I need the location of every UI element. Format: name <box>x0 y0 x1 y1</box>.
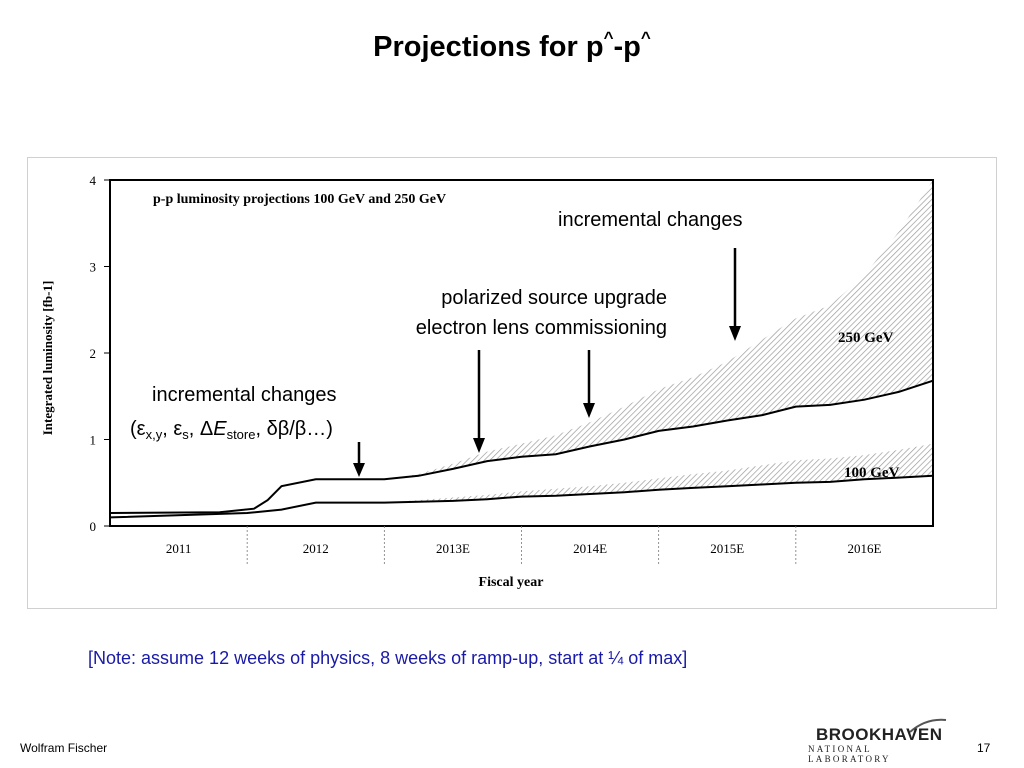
axis-layer: 0 1 2 3 4 2011 2012 2013E 2014E 2015E 2016E <box>90 173 881 564</box>
slide-title: Projections for p^-p^ <box>0 28 1024 64</box>
title-main: Projections for p <box>373 31 604 63</box>
x-tick-label: 2011 <box>166 541 192 556</box>
y-tick-label: 2 <box>90 346 97 361</box>
chart-title: p-p luminosity projections 100 GeV and 2… <box>153 192 446 207</box>
x-tick-label: 2015E <box>710 541 744 556</box>
x-tick-label: 2012 <box>303 541 329 556</box>
annotation-left-line2: (εx,y, εs, ΔEstore, δβ/β…) <box>130 418 333 442</box>
figure-frame: 0 1 2 3 4 2011 2012 2013E 2014E 2015E 2016E p-p lu… <box>27 157 997 609</box>
title-hat-2: ^ <box>640 28 651 47</box>
annotation-mid-line2: electron lens commissioning <box>416 317 667 339</box>
arrow-mid-left-head <box>473 438 485 453</box>
author-name: Wolfram Fischer <box>20 741 108 755</box>
series-line-250-gev <box>109 379 934 514</box>
y-tick-label: 1 <box>90 433 97 448</box>
x-tick-label: 2014E <box>573 541 607 556</box>
luminosity-chart: 0 1 2 3 4 2011 2012 2013E 2014E 2015E 2016E p-p lu… <box>40 173 934 590</box>
logo-sub-text: NATIONAL LABORATORY <box>808 744 891 764</box>
annotation-top-right: incremental changes <box>558 209 743 231</box>
band-label-100: 100 GeV <box>844 465 900 481</box>
band-layer <box>384 180 933 503</box>
arrow-left-head <box>353 463 365 477</box>
logo-main-text: BROOKHAVEN <box>816 725 943 744</box>
title-dash: -p <box>613 31 641 63</box>
x-axis-label: Fiscal year <box>479 575 544 590</box>
assumption-note: [Note: assume 12 weeks of physics, 8 wee… <box>88 648 688 668</box>
x-tick-label: 2016E <box>847 541 881 556</box>
page-number: 17 <box>977 741 991 755</box>
title-hat-1: ^ <box>603 28 614 47</box>
arrow-mid-right-head <box>583 403 595 418</box>
arrow-top-right-head <box>729 326 741 341</box>
annotation-left-line1: incremental changes <box>152 384 337 406</box>
y-tick-label: 4 <box>90 173 97 188</box>
series-line-100-gev <box>109 474 934 519</box>
brookhaven-logo: BROOKHAVEN NATIONAL LABORATORY <box>808 716 958 764</box>
y-tick-label: 3 <box>90 260 97 275</box>
y-axis-label: Integrated luminosity [fb-1] <box>40 281 55 436</box>
band-250-gev <box>384 180 933 480</box>
annotation-mid-line1: polarized source upgrade <box>441 287 667 309</box>
y-tick-label: 0 <box>90 519 97 534</box>
band-label-250: 250 GeV <box>838 330 894 346</box>
logo-swoosh-icon <box>909 718 947 733</box>
line-layer <box>109 379 934 519</box>
x-tick-label: 2013E <box>436 541 470 556</box>
band-100-gev <box>384 443 933 503</box>
